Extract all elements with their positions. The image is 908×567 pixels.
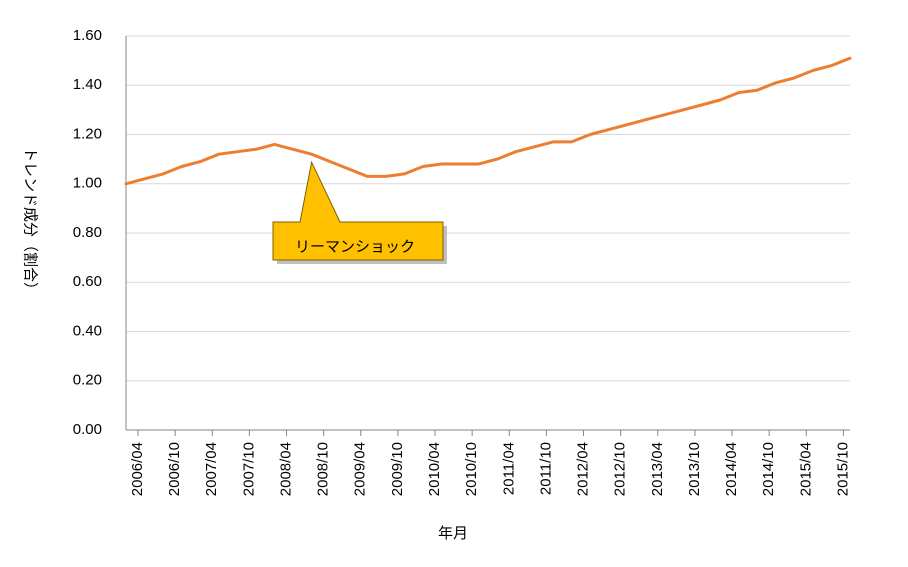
series-line: [124, 56, 852, 186]
x-tick-label: 2010/10: [463, 442, 480, 496]
y-tick-label: 1.00: [73, 175, 102, 192]
x-tick-label: 2007/04: [203, 442, 220, 496]
x-tick-label: 2011/04: [500, 442, 517, 495]
y-tick-label: 1.60: [73, 27, 102, 44]
x-tick-label: 2007/10: [240, 442, 257, 496]
x-tick-label: 2009/04: [352, 442, 369, 496]
callout-box: [272, 160, 444, 261]
y-tick-labels: 0.00 0.20 0.40 0.60 0.80 1.00 1.20 1.40 1.60: [73, 27, 102, 438]
x-tick-label: 2006/04: [129, 442, 146, 496]
x-tick-label: 2014/10: [760, 442, 777, 496]
y-tick-label: 0.80: [73, 224, 102, 241]
y-tick-label: 1.40: [73, 76, 102, 93]
callout-label: リーマンショック: [295, 238, 415, 256]
x-tick-label: 2006/10: [166, 442, 183, 496]
y-tick-label: 1.20: [73, 125, 102, 142]
x-tick-label: 2008/10: [315, 442, 332, 496]
x-tick-label: 2012/04: [575, 442, 592, 496]
x-tick-label: 2013/10: [686, 442, 703, 496]
gridlines: [126, 35, 850, 382]
x-tick-label: 2008/04: [277, 442, 294, 496]
y-tick-label: 0.00: [73, 421, 102, 438]
x-tick-label: 2015/10: [834, 442, 851, 496]
y-tick-label: 0.20: [73, 372, 102, 389]
x-tick-label: 2014/04: [723, 442, 740, 496]
x-tick-labels: 2006/04 2006/10 2007/04 2007/10 2008/04 2008/…: [129, 442, 851, 496]
x-axis-title: 年月: [438, 524, 468, 542]
x-tick-marks: [137, 430, 844, 436]
x-tick-label: 2013/04: [649, 442, 666, 496]
callout-annotation: リーマンショック: [272, 160, 447, 264]
x-tick-label: 2012/10: [612, 442, 629, 496]
x-tick-label: 2015/04: [797, 442, 814, 496]
x-tick-label: 2010/04: [426, 442, 443, 496]
x-tick-label: 2009/10: [389, 442, 406, 496]
y-tick-label: 0.60: [73, 273, 102, 290]
y-tick-label: 0.40: [73, 322, 102, 339]
x-tick-label: 2011/10: [537, 442, 554, 495]
y-axis-title: トレンド成分（割合）: [22, 147, 40, 297]
